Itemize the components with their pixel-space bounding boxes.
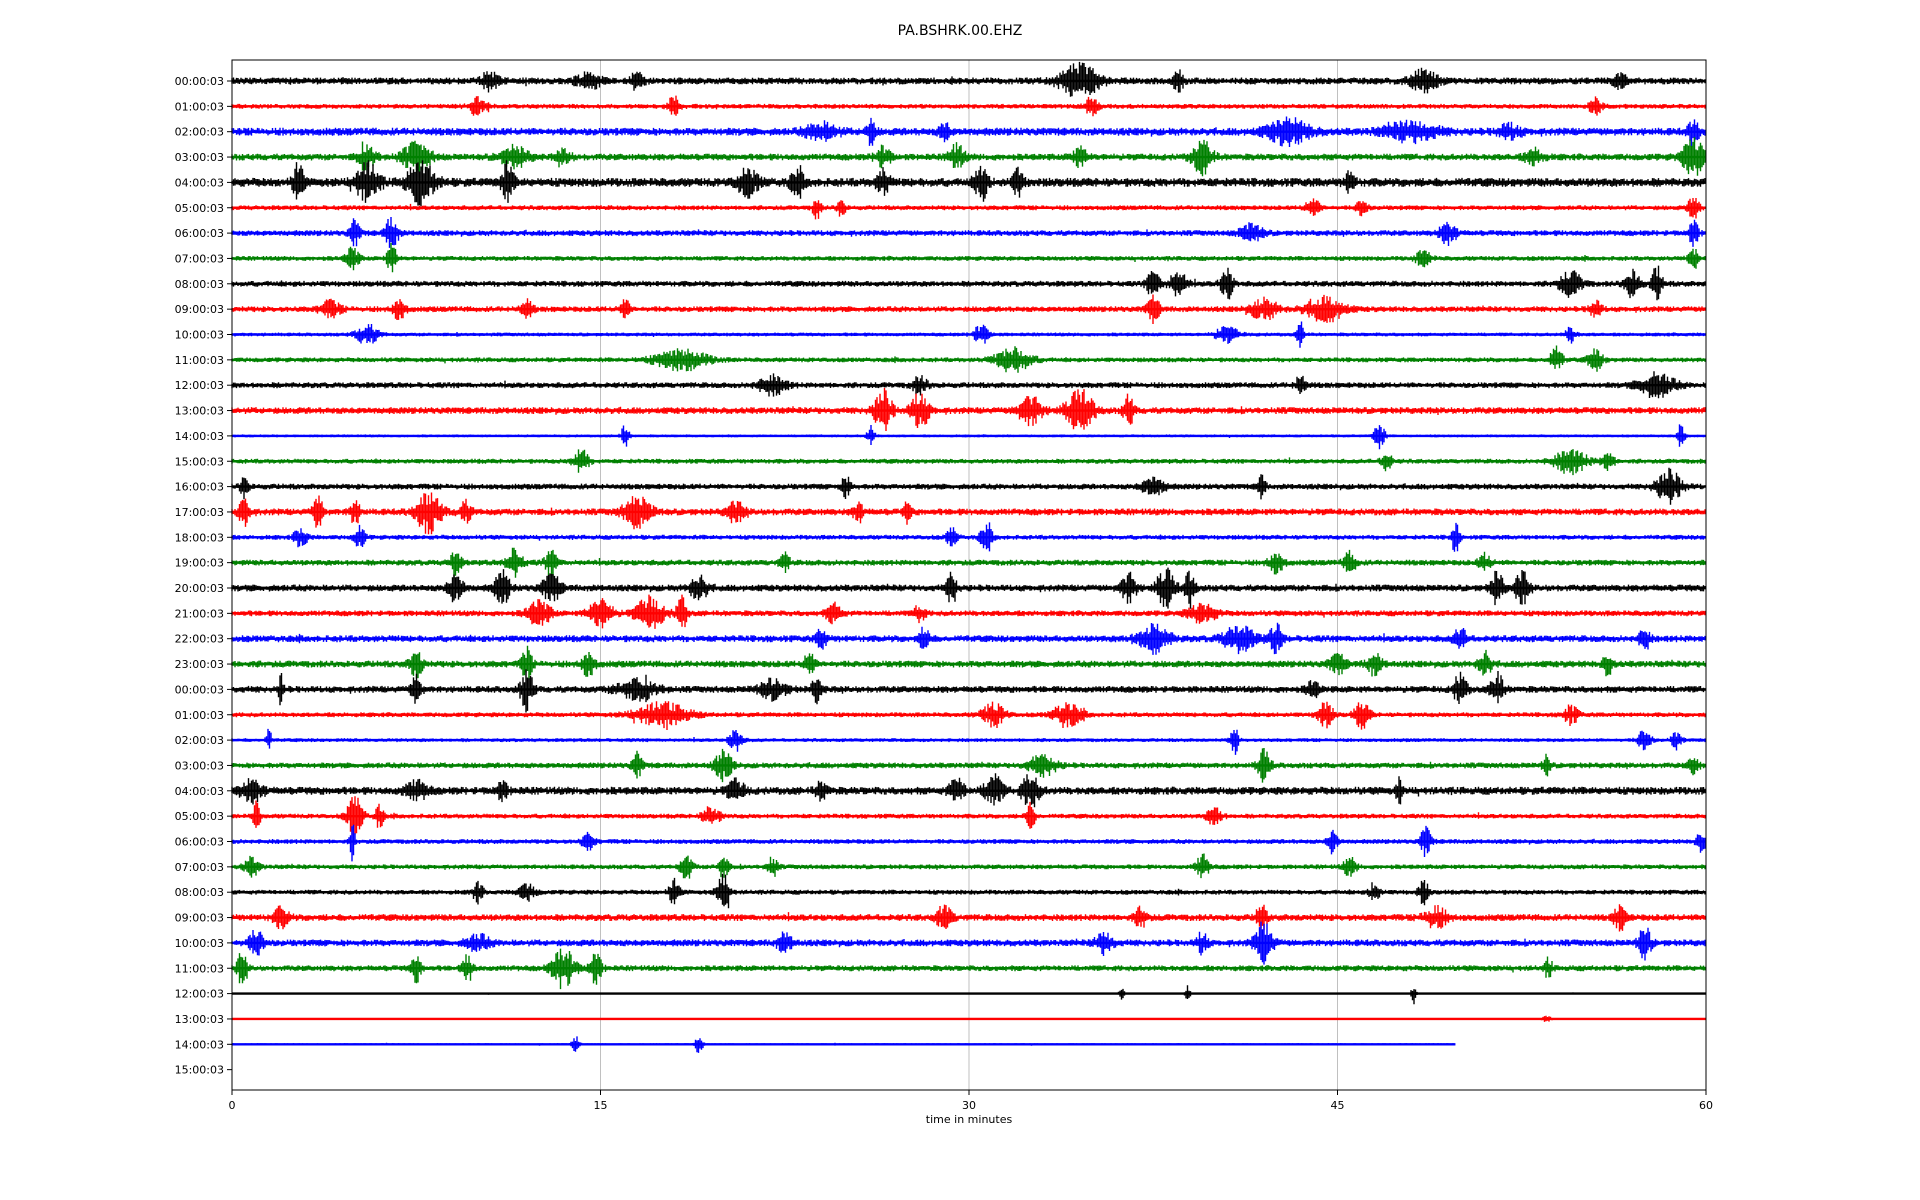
row-time-label: 00:00:03 [175,683,224,696]
row-time-label: 09:00:03 [175,303,224,316]
row-time-label: 18:00:03 [175,531,224,544]
row-time-label: 21:00:03 [175,607,224,620]
row-time-label: 02:00:03 [175,126,224,139]
trace-envelope [231,61,1706,97]
row-time-label: 06:00:03 [175,836,224,849]
trace-envelope [231,669,1706,713]
row-time-label: 08:00:03 [175,886,224,899]
trace-envelope [231,728,1706,755]
x-axis-ticks: 0 15 30 45 60 [229,1090,1713,1112]
row-time-label: 08:00:03 [175,278,224,291]
row-time-label: 03:00:03 [175,151,224,164]
chart-title: PA.BSHRK.00.EHZ [898,23,1023,39]
vertical-grid [600,60,1338,1090]
row-time-label: 16:00:03 [175,481,224,494]
row-time-label: 10:00:03 [175,329,224,342]
trace-envelope [231,492,1706,535]
x-tick-label: 0 [229,1099,236,1112]
row-time-label: 13:00:03 [175,1013,224,1026]
row-time-label: 10:00:03 [175,937,224,950]
row-time-label: 01:00:03 [175,100,224,113]
row-time-label: 01:00:03 [175,709,224,722]
row-time-label: 00:00:03 [175,75,224,88]
row-time-label: 23:00:03 [175,658,224,671]
x-tick-label: 15 [594,1099,608,1112]
x-axis-label: time in minutes [926,1113,1013,1126]
row-time-label: 20:00:03 [175,582,224,595]
row-time-label: 19:00:03 [175,557,224,570]
row-time-label: 04:00:03 [175,176,224,189]
row-time-label: 15:00:03 [175,455,224,468]
row-time-label: 05:00:03 [175,810,224,823]
row-time-label: 11:00:03 [175,354,224,367]
row-time-label: 15:00:03 [175,1064,224,1077]
row-time-label: 07:00:03 [175,861,224,874]
row-time-label: 02:00:03 [175,734,224,747]
row-time-labels: 00:00:03 01:00:03 02:00:03 03:00:03 04:00:03… [175,75,232,1077]
row-time-label: 13:00:03 [175,405,224,418]
x-tick-label: 45 [1331,1099,1345,1112]
row-time-label: 17:00:03 [175,506,224,519]
row-time-label: 22:00:03 [175,633,224,646]
x-tick-label: 30 [962,1099,976,1112]
row-time-label: 12:00:03 [175,379,224,392]
x-tick-label: 60 [1699,1099,1713,1112]
row-time-label: 03:00:03 [175,759,224,772]
row-time-label: 09:00:03 [175,912,224,925]
row-time-label: 12:00:03 [175,988,224,1001]
trace-envelope [231,824,1706,862]
row-time-label: 07:00:03 [175,252,224,265]
row-time-label: 14:00:03 [175,1038,224,1051]
row-time-label: 05:00:03 [175,202,224,215]
row-time-label: 06:00:03 [175,227,224,240]
row-time-label: 04:00:03 [175,785,224,798]
row-time-label: 14:00:03 [175,430,224,443]
row-time-label: 11:00:03 [175,962,224,975]
trace-envelope [231,645,1706,680]
